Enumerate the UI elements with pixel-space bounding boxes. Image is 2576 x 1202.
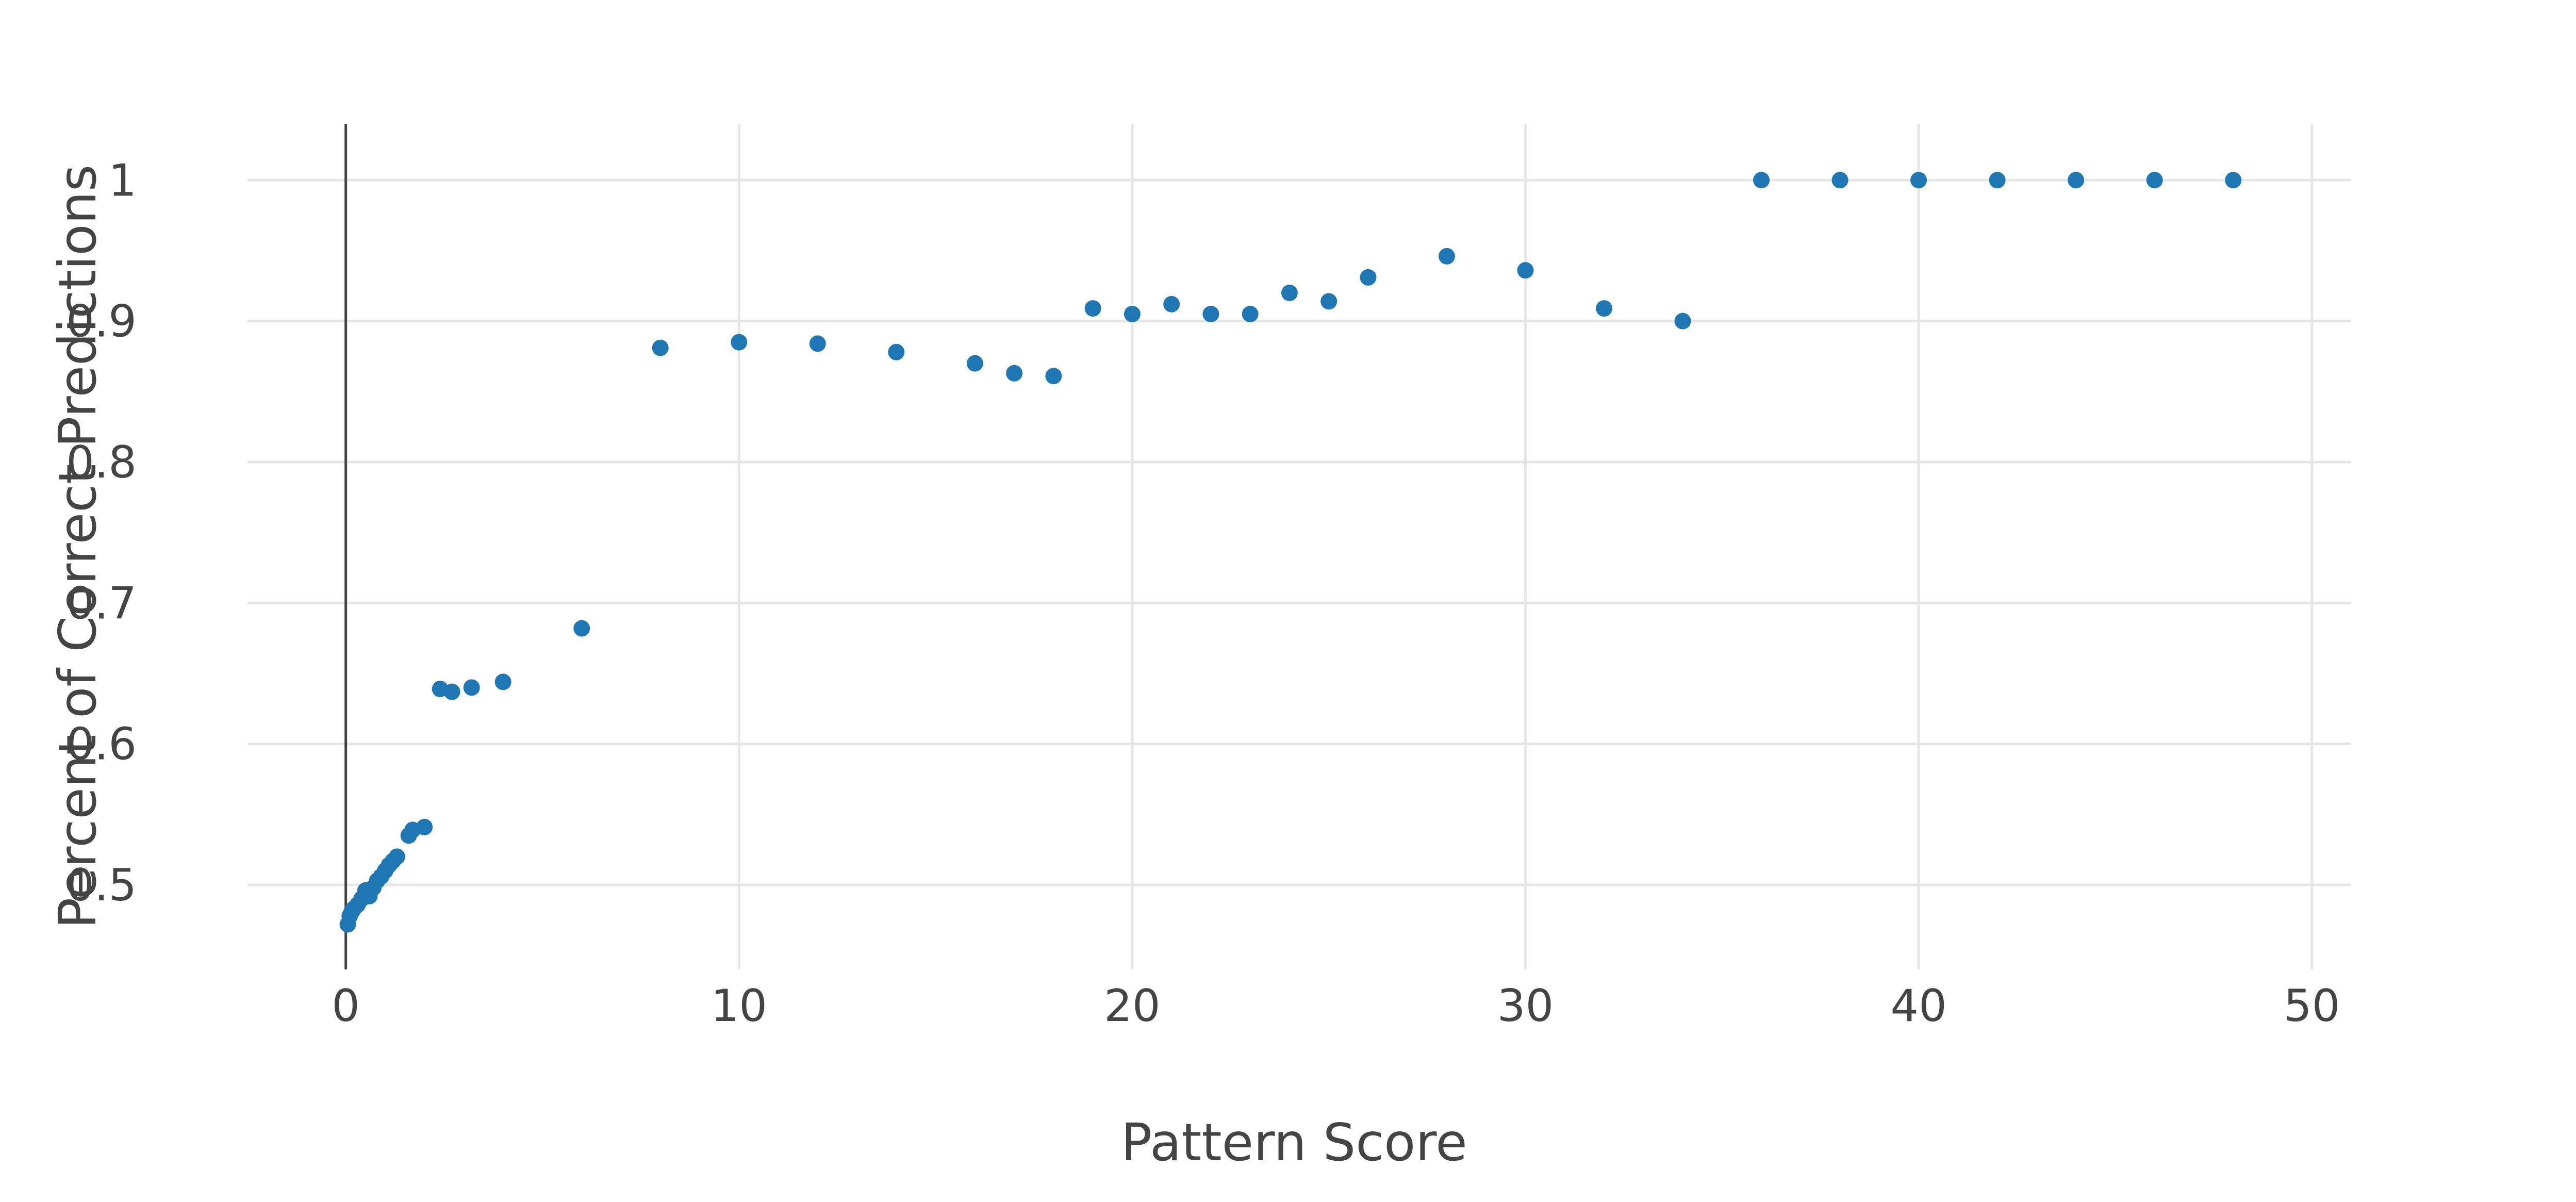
y-axis-tick-labels: 0.5 0.6 0.7 0.8 0.9 1 [66,155,137,911]
data-point [1006,365,1023,382]
data-point [1084,300,1101,317]
x-tick-label: 20 [1104,980,1160,1032]
y-tick-label: 1 [108,155,137,206]
data-point [443,683,460,700]
data-point [1320,293,1337,310]
data-point [1596,300,1613,317]
data-point [1831,172,1848,189]
data-point [494,673,511,690]
x-tick-label: 0 [332,980,360,1032]
x-tick-label: 10 [711,980,767,1032]
y-tick-label: 0.5 [66,860,137,911]
data-point [1242,306,1259,322]
data-point [1202,306,1219,322]
data-point [1674,312,1691,330]
y-tick-label: 0.7 [66,578,137,629]
data-point [1124,306,1141,322]
data-point [573,620,590,637]
y-tick-label: 0.6 [66,719,137,770]
data-point [1281,285,1298,301]
data-point [416,818,433,835]
x-tick-label: 50 [2284,980,2340,1032]
y-axis-title: Percent of Correct Predictions [47,164,108,929]
data-point [1045,368,1062,385]
data-point [966,355,983,372]
x-axis-title: Pattern Score [1121,1112,1467,1173]
data-point [888,343,905,360]
data-point [1753,172,1770,189]
data-point [2146,172,2163,189]
data-points [339,172,2242,933]
data-point [652,339,669,356]
y-grid-lines [247,178,2351,886]
data-point [731,334,748,351]
data-point [1163,295,1180,312]
data-point [1360,269,1377,286]
data-point [2068,172,2085,189]
data-point [1438,248,1455,265]
x-grid-lines [737,124,2314,969]
y-tick-label: 0.8 [66,437,137,488]
data-point [1910,172,1927,189]
x-tick-label: 30 [1497,980,1554,1032]
data-point [2225,172,2242,189]
data-point [1517,262,1534,279]
x-tick-label: 40 [1890,980,1946,1032]
data-point [463,679,480,696]
x-axis-tick-labels: 0 10 20 30 40 50 [332,980,2340,1032]
data-point [809,335,826,352]
y-tick-label: 0.9 [66,296,137,348]
data-point [388,848,405,865]
data-point [1989,172,2006,189]
